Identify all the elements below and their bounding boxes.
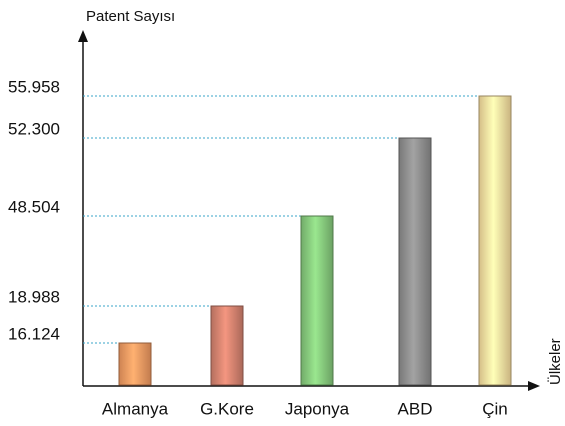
y-tick-label: 52.300 <box>8 119 60 138</box>
y-arrow <box>78 30 88 42</box>
y-tick-label: 18.988 <box>8 287 60 306</box>
bar <box>478 95 512 386</box>
x-tick-label: Japonya <box>285 399 350 418</box>
x-arrow <box>528 381 540 391</box>
x-tick-label: G.Kore <box>200 399 254 418</box>
y-axis-label: Patent Sayısı <box>86 8 175 25</box>
x-tick-label: ABD <box>398 399 433 418</box>
y-tick-label: 48.504 <box>8 197 60 216</box>
bar <box>300 215 334 386</box>
y-tick-label: 55.958 <box>8 77 60 96</box>
x-tick-label: Çin <box>482 399 508 418</box>
y-tick-label: 16.124 <box>8 324 60 343</box>
x-axis-label: Ülkeler <box>546 338 564 385</box>
x-tick-label: Almanya <box>102 399 169 418</box>
bar <box>398 137 432 386</box>
bar <box>118 342 152 386</box>
bar <box>210 305 244 386</box>
